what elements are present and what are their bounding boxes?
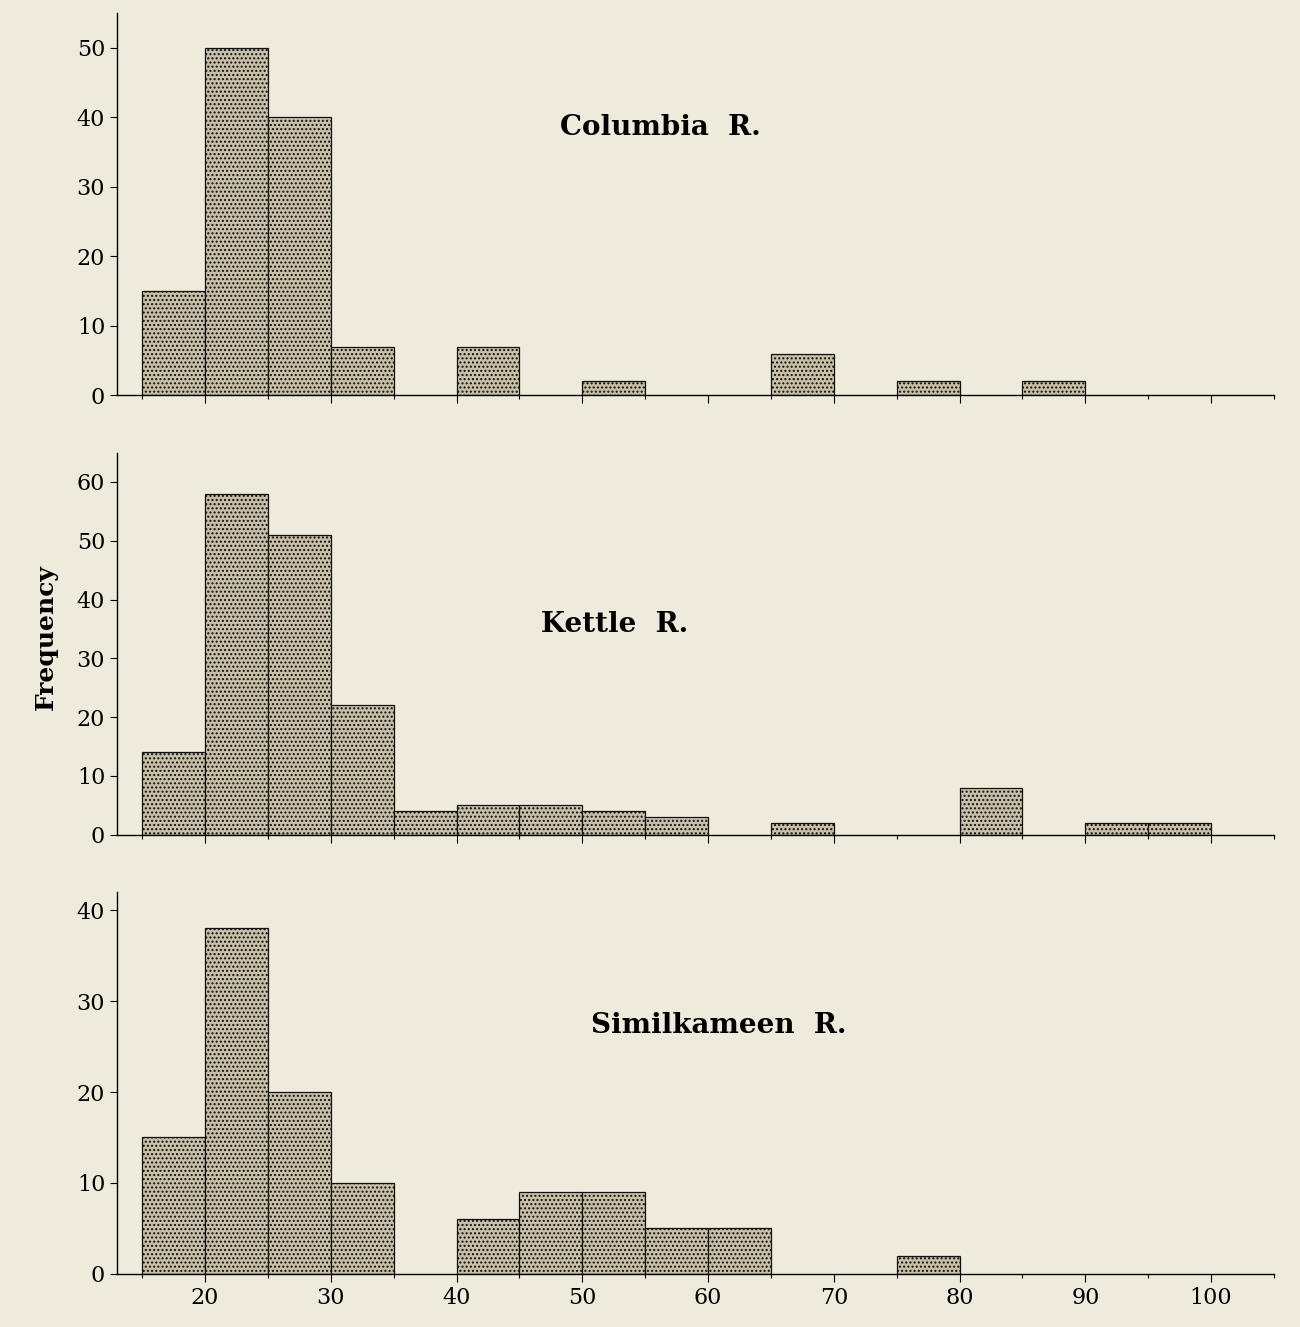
- Bar: [142, 752, 205, 835]
- Bar: [771, 353, 833, 395]
- Text: Kettle  R.: Kettle R.: [541, 610, 688, 638]
- Bar: [708, 1229, 771, 1274]
- Bar: [645, 1229, 708, 1274]
- Bar: [520, 805, 582, 835]
- Bar: [897, 1255, 959, 1274]
- Bar: [205, 929, 268, 1274]
- Bar: [205, 494, 268, 835]
- Text: Similkameen  R.: Similkameen R.: [592, 1013, 846, 1039]
- Bar: [520, 1192, 582, 1274]
- Bar: [456, 805, 520, 835]
- Bar: [645, 817, 708, 835]
- Bar: [330, 706, 394, 835]
- Bar: [771, 823, 833, 835]
- Bar: [142, 291, 205, 395]
- Bar: [582, 811, 645, 835]
- Bar: [1023, 381, 1086, 395]
- Bar: [1148, 823, 1212, 835]
- Bar: [959, 788, 1023, 835]
- Bar: [456, 1220, 520, 1274]
- Bar: [330, 1182, 394, 1274]
- Bar: [456, 346, 520, 395]
- Bar: [142, 1137, 205, 1274]
- Bar: [268, 535, 330, 835]
- Bar: [394, 811, 456, 835]
- Bar: [268, 118, 330, 395]
- Text: Frequency: Frequency: [34, 564, 57, 710]
- Bar: [897, 381, 959, 395]
- Bar: [1086, 823, 1148, 835]
- Text: Columbia  R.: Columbia R.: [560, 114, 762, 142]
- Bar: [268, 1092, 330, 1274]
- Bar: [330, 346, 394, 395]
- Bar: [582, 1192, 645, 1274]
- Bar: [205, 48, 268, 395]
- Bar: [582, 381, 645, 395]
